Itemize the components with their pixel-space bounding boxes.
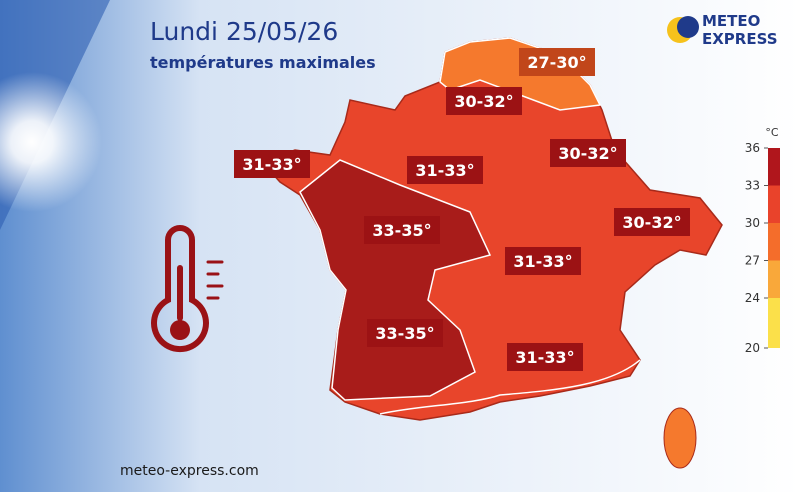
temperature-label: 31-33° [513,252,572,271]
legend-tick-label: 36 [745,141,760,155]
logo-moon [677,16,699,38]
label-box [234,150,310,178]
label-box [446,87,522,115]
logo: METEO EXPRESS [667,12,778,48]
logo-line1: METEO [702,12,760,30]
legend-tick-label: 33 [745,179,760,193]
label-box [614,208,690,236]
temperature-label: 31-33° [415,161,474,180]
temperature-label: 30-32° [454,92,513,111]
temperature-label: 33-35° [372,221,431,240]
temperature-label: 30-32° [558,144,617,163]
subtitle: températures maximales [150,53,376,72]
legend-segment [768,260,780,298]
label-box [519,48,595,76]
legend-tick-label: 20 [745,341,760,355]
temperature-label: 30-32° [622,213,681,232]
legend-segment [768,298,780,348]
logo-line2: EXPRESS [702,30,778,48]
legend-tick-label: 30 [745,216,760,230]
temperature-label: 27-30° [527,53,586,72]
legend-tick-label: 27 [745,254,760,268]
legend-unit: °C [765,126,779,139]
label-box [550,139,626,167]
legend-segment [768,185,780,223]
legend-tick-label: 24 [745,291,760,305]
temperature-label: 31-33° [515,348,574,367]
thermometer [151,225,224,352]
website: meteo-express.com [120,463,259,479]
zone-boundary [379,359,641,415]
thermometer-body [151,225,209,352]
corsica [663,407,697,469]
legend-segment [768,148,780,186]
label-box [507,343,583,371]
thermometer-bulb [170,320,190,340]
title: Lundi 25/05/26 [150,17,338,46]
label-box [364,216,440,244]
temperature-label: 31-33° [242,155,301,174]
legend: °C 20 24 27 30 33 36 [745,126,780,355]
sun [0,72,102,212]
legend-segment [768,223,780,261]
label-box [505,247,581,275]
map-labels: 27-30° 30-32° 31-33° 31-33° 30-32° 33-35° 30-3… [234,48,690,371]
label-box [407,156,483,184]
temperature-label: 33-35° [375,324,434,343]
label-box [367,319,443,347]
